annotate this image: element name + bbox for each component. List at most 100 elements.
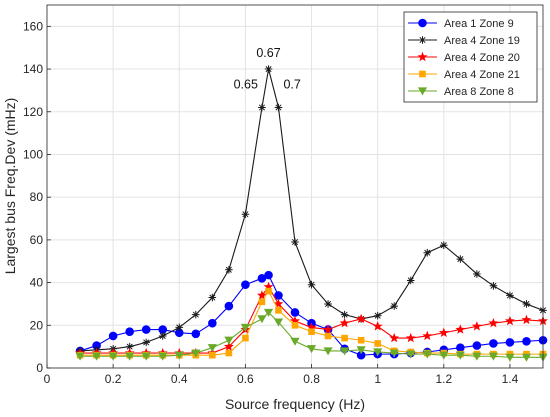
data-point (522, 300, 531, 308)
data-point (306, 345, 317, 354)
legend-entry: Area 4 Zone 20 (408, 51, 520, 64)
data-point (505, 353, 515, 362)
data-point (455, 351, 465, 360)
data-point (291, 238, 299, 246)
y-tick-label: 0 (36, 361, 43, 375)
data-point (488, 352, 498, 361)
legend-entry: Area 1 Zone 9 (408, 18, 514, 30)
data-point (142, 338, 150, 347)
data-point (275, 307, 282, 314)
data-point (208, 318, 217, 328)
data-point (505, 338, 515, 347)
data-point (406, 350, 416, 359)
data-point (339, 317, 350, 328)
data-point (141, 352, 151, 361)
data-point (324, 332, 332, 340)
data-point (273, 318, 284, 327)
series-line (80, 311, 543, 358)
data-point (456, 343, 465, 353)
legend-label: Area 4 Zone 20 (444, 52, 520, 64)
data-point (290, 337, 300, 346)
data-point (175, 323, 184, 332)
data-point (504, 315, 515, 326)
data-point (521, 314, 532, 325)
data-point (192, 310, 200, 319)
data-point (274, 103, 283, 112)
x-tick-label: 0.4 (171, 372, 188, 386)
data-point (225, 349, 233, 357)
series-4 (75, 308, 548, 362)
y-axis-title: Largest bus Freq.Dev (mHz) (2, 98, 18, 275)
data-point (373, 311, 382, 320)
data-point (422, 330, 433, 341)
data-point (341, 334, 348, 342)
legend-marker (417, 87, 428, 96)
data-point (439, 351, 449, 360)
legend-label: Area 4 Zone 21 (444, 69, 520, 81)
data-point (191, 349, 201, 358)
data-point (406, 276, 415, 285)
data-point (241, 210, 250, 219)
data-point (324, 300, 332, 308)
data-point (472, 341, 482, 350)
data-point (108, 331, 118, 341)
annotations: 0.67 0.65 0.7 (234, 46, 301, 91)
data-point (258, 103, 266, 112)
y-tick-label: 80 (30, 190, 44, 204)
data-point (473, 270, 481, 278)
y-tick-label: 120 (23, 105, 43, 119)
x-axis-title: Source frequency (Hz) (225, 396, 365, 412)
data-point (158, 332, 167, 340)
data-point (456, 255, 465, 263)
data-point (263, 308, 274, 317)
data-point (471, 321, 482, 331)
data-point (506, 291, 514, 300)
series-group (75, 65, 548, 362)
data-point (306, 322, 317, 332)
data-point (405, 332, 416, 343)
data-point (290, 308, 300, 317)
data-point (422, 350, 432, 359)
y-tick-label: 100 (23, 147, 43, 161)
annotation-label: 0.67 (256, 46, 280, 60)
data-point (263, 281, 274, 292)
data-point (374, 340, 381, 347)
data-point (307, 280, 316, 289)
data-point (240, 323, 250, 332)
data-point (308, 328, 315, 335)
legend-marker (418, 36, 427, 44)
data-point (224, 301, 234, 311)
data-point (290, 315, 300, 326)
legend-label: Area 1 Zone 9 (444, 18, 514, 30)
y-tick-label: 40 (30, 276, 44, 290)
data-point (356, 346, 366, 355)
data-point (207, 344, 217, 353)
data-point (223, 341, 234, 351)
plot-frame (46, 4, 544, 369)
legend-marker (417, 51, 428, 62)
data-point (440, 241, 448, 250)
data-point (158, 352, 168, 361)
data-point (489, 281, 498, 290)
legend-marker (418, 18, 427, 28)
data-point (455, 324, 466, 334)
data-point (372, 321, 383, 331)
data-point (258, 298, 266, 306)
data-point (209, 351, 216, 359)
x-tick-label: 1.4 (502, 372, 519, 386)
y-tick-label: 60 (30, 233, 44, 247)
legend-entry: Area 4 Zone 19 (408, 35, 520, 47)
data-point (390, 302, 398, 310)
data-point (208, 293, 217, 302)
legend-label: Area 4 Zone 19 (444, 35, 520, 47)
data-point (521, 353, 532, 362)
data-point (241, 280, 250, 290)
x-tick-label: 0 (44, 372, 51, 386)
x-tick-label: 0.8 (303, 372, 320, 386)
data-point (472, 352, 482, 361)
x-tick-label: 1.2 (435, 372, 452, 386)
series-1 (76, 65, 547, 355)
data-point (323, 347, 333, 356)
y-tick-label: 160 (23, 19, 43, 33)
